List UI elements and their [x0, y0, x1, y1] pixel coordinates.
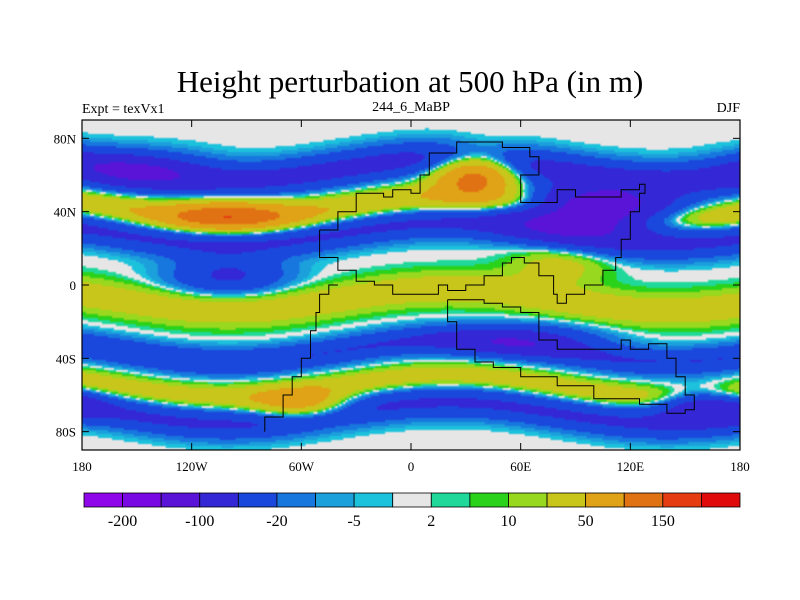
x-tick-label: 120W [176, 459, 209, 474]
colorbar-label: 150 [651, 513, 675, 530]
y-tick-label: 0 [70, 278, 77, 293]
colorbar-swatch [199, 492, 239, 508]
run-label: 244_6_MaBP [372, 100, 450, 115]
colorbar-swatch [315, 492, 355, 508]
y-tick-label: 40N [54, 205, 77, 220]
colorbar-label: -5 [347, 513, 360, 530]
height-field-raster [82, 120, 740, 450]
continent-outlines [264, 141, 695, 432]
contour-map [81, 119, 741, 451]
colorbar-swatch [585, 492, 625, 508]
x-tick-label: 180 [730, 459, 750, 474]
colorbar-swatch [662, 492, 702, 508]
y-tick-label: 40S [56, 351, 76, 366]
colorbar-swatch [83, 492, 123, 508]
colorbar-swatch [701, 492, 741, 508]
colorbar-swatch [160, 492, 201, 508]
colorbar-label: 2 [427, 513, 435, 530]
colorbar-label: -20 [266, 513, 287, 530]
colorbar-swatch [392, 492, 432, 508]
colorbar: -200 -100 -20 -5 2 10 50 150 [83, 492, 741, 530]
colorbar-swatch [508, 492, 548, 508]
land-outline-north [319, 141, 646, 304]
x-tick-label: 0 [408, 459, 415, 474]
colorbar-label: 50 [578, 513, 594, 530]
colorbar-swatch [276, 492, 316, 508]
colorbar-swatch [353, 492, 394, 508]
colorbar-swatch [122, 492, 162, 508]
colorbar-swatch [546, 492, 587, 508]
colorbar-swatch [469, 492, 509, 508]
axes: 180 120W 60W 0 60E 120E 180 80N 40N 0 40S 80S [54, 120, 750, 474]
colorbar-label: 10 [500, 513, 516, 530]
experiment-label: Expt = texVx1 [82, 102, 165, 117]
colorbar-swatch [623, 492, 664, 508]
x-tick-label: 60E [510, 459, 531, 474]
colorbar-label: -100 [185, 513, 214, 530]
y-tick-label: 80S [56, 425, 76, 440]
x-tick-label: 120E [617, 459, 645, 474]
colorbar-label: -200 [108, 513, 137, 530]
land-outline-west [264, 284, 338, 432]
chart-title: Height perturbation at 500 hPa (in m) [177, 64, 644, 99]
x-tick-label: 180 [72, 459, 92, 474]
land-outline-south [447, 299, 695, 414]
colorbar-swatch [430, 492, 471, 508]
x-tick-label: 60W [289, 459, 315, 474]
season-label: DJF [717, 101, 741, 116]
colorbar-swatch [237, 492, 278, 508]
y-tick-label: 80N [54, 131, 77, 146]
